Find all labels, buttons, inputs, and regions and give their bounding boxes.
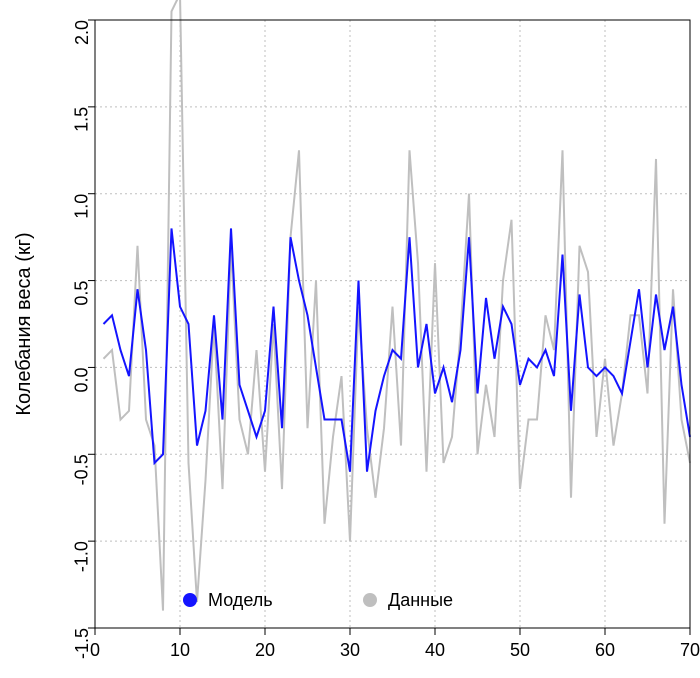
ytick-label: 1.0 [72, 194, 92, 219]
xtick-label: 20 [255, 640, 275, 660]
line-chart: 010203040506070-1.5-1.0-0.50.00.51.01.52… [0, 0, 700, 678]
ytick-label: -1.0 [72, 541, 92, 572]
ytick-label: 0.5 [72, 281, 92, 306]
xtick-label: 70 [680, 640, 700, 660]
ytick-label: 1.5 [72, 107, 92, 132]
y-axis-label: Колебания веса (кг) [13, 232, 35, 415]
legend-marker [363, 593, 377, 607]
xtick-label: 30 [340, 640, 360, 660]
xtick-label: 40 [425, 640, 445, 660]
ytick-label: 0.0 [72, 367, 92, 392]
legend-marker [183, 593, 197, 607]
ytick-label: 2.0 [72, 20, 92, 45]
ytick-label: -0.5 [72, 454, 92, 485]
xtick-label: 10 [170, 640, 190, 660]
ytick-label: -1.5 [72, 628, 92, 659]
xtick-label: 60 [595, 640, 615, 660]
legend-label: Модель [208, 590, 273, 610]
chart-container: 010203040506070-1.5-1.0-0.50.00.51.01.52… [0, 0, 700, 678]
legend-label: Данные [388, 590, 453, 610]
xtick-label: 50 [510, 640, 530, 660]
